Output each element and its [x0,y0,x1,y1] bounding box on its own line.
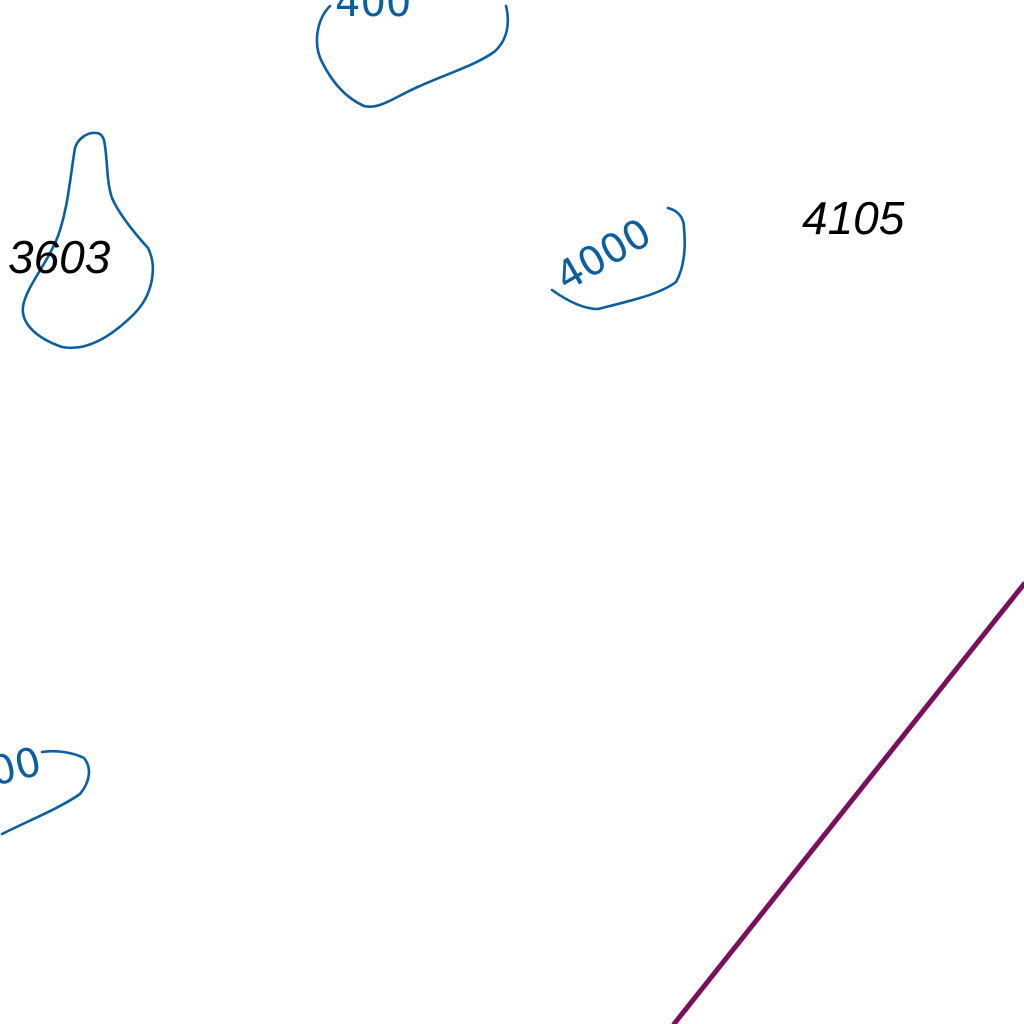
contour-line-left [21,131,155,350]
spot-height-left: 3603 [8,231,111,283]
contour-line-top [315,4,510,108]
spot-height-right: 4105 [802,192,905,244]
boundary-line [671,581,1024,1024]
contour-line-center [550,206,687,311]
contour-line-bottom-left [0,749,91,836]
contour-label-top: 400 [335,0,411,26]
